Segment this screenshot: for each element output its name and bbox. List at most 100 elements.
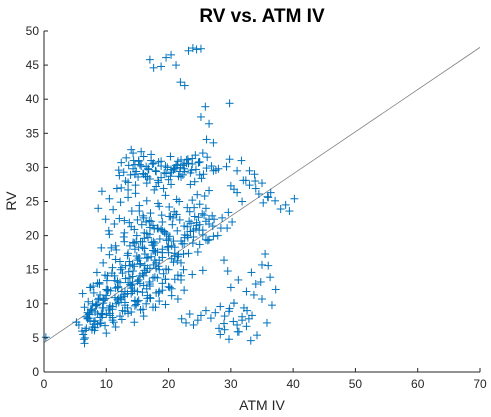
- plot-area: [44, 31, 480, 372]
- data-point: [111, 276, 120, 285]
- data-point: [155, 235, 164, 244]
- y-tick-label: 20: [26, 229, 40, 243]
- data-point: [209, 166, 218, 175]
- data-point: [264, 261, 273, 270]
- data-point: [242, 287, 251, 296]
- data-point: [183, 222, 192, 231]
- data-point: [121, 274, 130, 283]
- data-point: [94, 295, 103, 304]
- data-point: [154, 157, 163, 166]
- data-point: [86, 283, 95, 292]
- data-point: [190, 203, 199, 212]
- data-point: [135, 254, 144, 263]
- data-point: [261, 250, 270, 259]
- data-point: [198, 149, 207, 158]
- data-point: [120, 216, 129, 225]
- data-point: [79, 335, 88, 344]
- data-point: [93, 279, 102, 288]
- chart-title: RV vs. ATM IV: [199, 6, 325, 27]
- data-point: [167, 180, 176, 189]
- data-point: [145, 280, 154, 289]
- data-point: [178, 170, 187, 179]
- data-point: [115, 257, 124, 266]
- data-point: [169, 237, 178, 246]
- data-point: [119, 168, 128, 177]
- data-point: [153, 224, 162, 233]
- data-point: [169, 258, 178, 267]
- data-point: [220, 256, 229, 265]
- data-point: [139, 211, 148, 220]
- data-point: [150, 239, 159, 248]
- data-point: [233, 166, 242, 175]
- data-point: [127, 307, 136, 316]
- data-points-layer: [41, 44, 299, 348]
- data-point: [114, 166, 123, 175]
- data-point: [167, 241, 176, 250]
- data-point: [144, 165, 153, 174]
- data-point: [248, 311, 257, 320]
- data-point: [124, 193, 133, 202]
- y-tick-label: 45: [26, 58, 40, 72]
- data-point: [161, 162, 170, 171]
- data-point: [124, 278, 133, 287]
- data-point: [167, 168, 176, 177]
- data-point: [134, 156, 143, 165]
- data-point: [159, 269, 168, 278]
- data-point: [138, 243, 147, 252]
- data-point: [92, 301, 101, 310]
- data-point: [256, 277, 265, 286]
- data-point: [147, 252, 156, 261]
- data-point: [180, 233, 189, 242]
- data-point: [161, 275, 170, 284]
- data-point: [170, 252, 179, 261]
- data-point: [146, 209, 155, 218]
- data-point: [251, 177, 260, 186]
- x-tick-label: 70: [473, 377, 487, 391]
- data-point: [99, 258, 108, 267]
- data-point: [133, 215, 142, 224]
- data-point: [123, 251, 132, 260]
- data-point: [118, 269, 127, 278]
- data-point: [188, 239, 197, 248]
- data-point: [191, 165, 200, 174]
- data-point: [102, 310, 111, 319]
- data-point: [185, 207, 194, 216]
- data-point: [163, 243, 172, 252]
- data-point: [124, 185, 133, 194]
- data-point: [202, 164, 211, 173]
- data-point: [163, 163, 172, 172]
- data-point: [220, 319, 229, 328]
- data-point: [133, 297, 142, 306]
- data-point: [101, 215, 110, 224]
- data-point: [249, 290, 258, 299]
- data-point: [166, 212, 175, 221]
- data-point: [106, 309, 115, 318]
- data-point: [207, 162, 216, 171]
- y-ticks: 0 5 10 15 20 25 30 35 40 45 50: [26, 24, 48, 379]
- data-point: [145, 277, 154, 286]
- data-point: [107, 243, 116, 252]
- data-point: [164, 282, 173, 291]
- data-point: [120, 228, 129, 237]
- y-tick-label: 5: [32, 331, 39, 345]
- data-point: [195, 240, 204, 249]
- data-point: [259, 198, 268, 207]
- data-point: [242, 322, 251, 331]
- data-point: [143, 264, 152, 273]
- data-point: [186, 168, 195, 177]
- data-point: [194, 213, 203, 222]
- data-point: [186, 227, 195, 236]
- x-tick-label: 50: [349, 377, 363, 391]
- data-point: [158, 279, 167, 288]
- data-point: [91, 316, 100, 325]
- data-point: [225, 99, 234, 108]
- data-point: [258, 179, 266, 188]
- data-point: [92, 268, 101, 277]
- data-point: [103, 271, 112, 280]
- data-point: [251, 184, 260, 193]
- data-point: [216, 302, 225, 311]
- data-point: [87, 305, 96, 314]
- data-point: [142, 284, 151, 293]
- data-point: [225, 155, 234, 164]
